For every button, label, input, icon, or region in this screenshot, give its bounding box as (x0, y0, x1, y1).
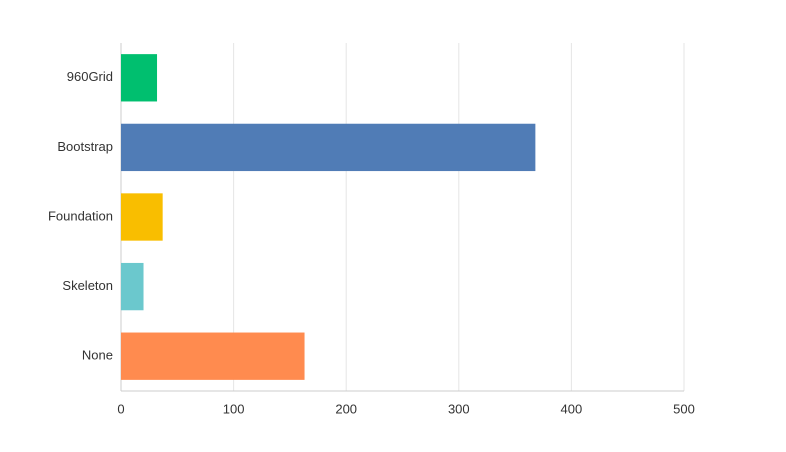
y-tick-label: 960Grid (67, 69, 113, 84)
bar (121, 193, 163, 241)
y-tick-label: Skeleton (62, 278, 113, 293)
bar (121, 123, 536, 172)
x-tick-label: 0 (117, 401, 124, 416)
x-tick-label: 200 (335, 401, 357, 416)
y-tick-label: None (82, 348, 113, 363)
x-tick-label: 400 (561, 401, 583, 416)
x-tick-label: 500 (673, 401, 695, 416)
bar (121, 332, 305, 380)
y-tick-label: Bootstrap (57, 139, 113, 154)
x-tick-label: 100 (223, 401, 245, 416)
bar (121, 54, 158, 102)
bar (121, 262, 144, 311)
y-tick-label: Foundation (48, 208, 113, 223)
x-tick-label: 300 (448, 401, 470, 416)
